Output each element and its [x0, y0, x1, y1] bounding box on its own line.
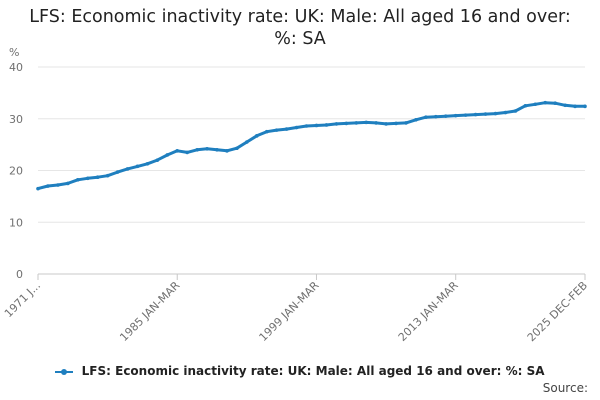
data-point [56, 183, 60, 187]
data-point [314, 123, 319, 128]
x-tick-label: 2025 DEC-FEB [525, 279, 590, 344]
data-point [443, 114, 448, 118]
data-point [75, 178, 80, 182]
data-point [185, 150, 189, 155]
data-point [85, 176, 90, 181]
legend-line-dot-icon [55, 367, 74, 377]
data-point [553, 101, 557, 106]
data-point [254, 134, 259, 138]
data-point [334, 122, 339, 126]
y-axis: 0 10 20 30 40% [9, 46, 23, 281]
y-unit-label: % [9, 46, 19, 59]
data-point [195, 148, 199, 152]
data-point [115, 170, 120, 174]
x-tick-label: 1999 JAN-MAR [257, 279, 322, 344]
legend-label: LFS: Economic inactivity rate: UK: Male:… [81, 364, 545, 378]
data-point [374, 121, 378, 125]
data-point [95, 175, 100, 180]
data-point [543, 100, 548, 105]
data-point [513, 109, 518, 113]
data-point [284, 127, 289, 131]
data-point [175, 149, 180, 153]
y-tick-label: 20 [9, 165, 23, 178]
data-point [404, 121, 408, 125]
series-line [36, 101, 587, 191]
data-point [583, 104, 587, 109]
chart-title: LFS: Economic inactivity rate: UK: Male:… [29, 7, 571, 49]
data-point [384, 122, 388, 126]
y-tick-label: 0 [16, 268, 23, 281]
data-point [573, 104, 577, 109]
data-point [46, 184, 50, 188]
data-point [145, 161, 150, 166]
data-point [493, 111, 498, 116]
data-point [235, 146, 239, 151]
data-point [434, 114, 438, 119]
y-tick-label: 10 [9, 216, 23, 229]
data-point [414, 117, 418, 122]
data-point [364, 120, 369, 125]
data-point [264, 129, 269, 134]
data-point [463, 113, 468, 117]
data-point [473, 112, 478, 117]
data-point [135, 164, 140, 169]
data-point [304, 124, 309, 128]
data-point [215, 148, 219, 152]
y-tick-label: 30 [9, 113, 23, 126]
x-axis: 1971 J... 1985 JAN-MAR 1999 JAN-MAR 2013 JA… [2, 274, 590, 344]
data-point [66, 181, 70, 186]
data-point [125, 167, 130, 171]
data-point [245, 140, 249, 144]
data-point [503, 110, 508, 115]
data-point [483, 112, 488, 116]
data-point [324, 123, 329, 127]
data-point [523, 104, 528, 108]
data-point [394, 121, 398, 126]
x-tick-label: 1985 JAN-MAR [117, 279, 182, 344]
data-point [294, 125, 299, 130]
y-tick-label: 40 [9, 61, 23, 74]
data-point [105, 173, 110, 178]
series-layer [36, 100, 587, 191]
data-point [424, 115, 428, 119]
data-point [225, 149, 229, 153]
data-point [354, 121, 359, 125]
data-point [563, 103, 567, 108]
data-point [344, 121, 349, 126]
gridlines [38, 66, 585, 275]
data-point [36, 186, 40, 191]
source-label: Source: [542, 381, 588, 395]
data-point [165, 153, 170, 157]
data-point [274, 128, 279, 132]
data-point [533, 102, 538, 107]
x-tick-label: 2013 JAN-MAR [396, 279, 461, 344]
data-point [453, 113, 458, 118]
data-point [155, 158, 160, 162]
data-point [205, 146, 209, 151]
legend[interactable]: LFS: Economic inactivity rate: UK: Male:… [0, 364, 600, 378]
x-tick-label: 1971 J... [2, 279, 43, 320]
